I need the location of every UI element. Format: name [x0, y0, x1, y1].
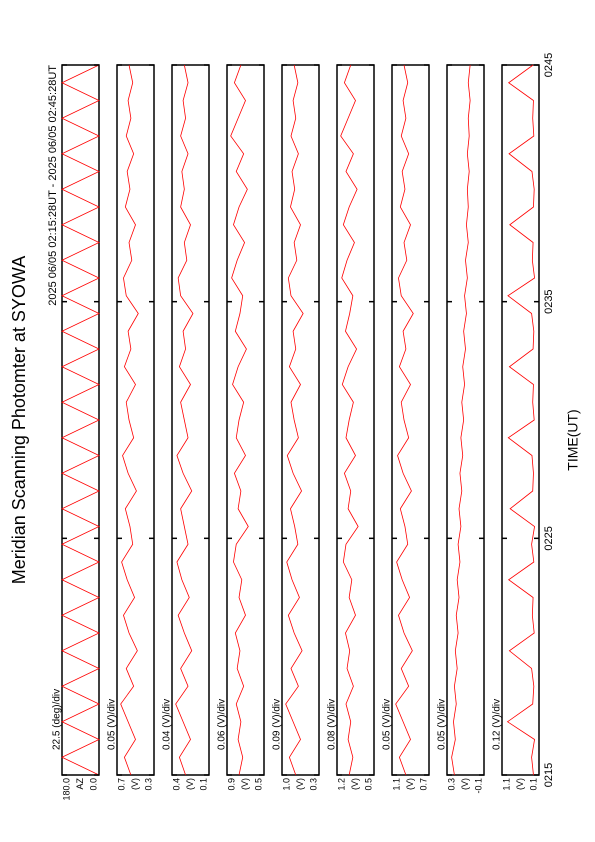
y-tick-label: 0.3 [446, 778, 456, 791]
x-tick-label: 0225 [543, 526, 555, 550]
panel-frame [336, 64, 375, 776]
trace [175, 64, 194, 776]
panel-scale: 0.05 (V)/div [437, 699, 448, 750]
panel-frame [226, 64, 265, 776]
chart-subtitle: 2025 06/05 02:15:28UT - 2025 06/05 02:45… [47, 65, 59, 306]
panel-scale: 0.04 (V)/div [162, 699, 173, 750]
y-tick-label: 0.5 [253, 778, 263, 791]
x-tick-label: 0245 [543, 53, 555, 77]
panel-scale: 0.08 (V)/div [327, 699, 338, 750]
panel-frame [501, 64, 540, 776]
panel-frame [281, 64, 320, 776]
panel-frame [61, 64, 100, 776]
y-tick-label: 0.1 [198, 778, 208, 791]
y-tick-label: 0.3 [143, 778, 153, 791]
panel-unit: (V) [405, 778, 415, 790]
y-tick-label: 1.1 [501, 778, 511, 791]
y-tick-label: 1.0 [281, 778, 291, 791]
rotated-plot: Meridian Scanning Photomter at SYOWA 202… [9, 53, 581, 801]
y-tick-label: 1.2 [336, 778, 346, 791]
y-tick-label: 0.5 [363, 778, 373, 791]
trace [340, 64, 359, 776]
panel-scale: 0.09 (V)/div [272, 699, 283, 750]
y-tick-label: 0.3 [308, 778, 318, 791]
panel-scale: 0.06 (V)/div [217, 699, 228, 750]
x-tick-label: 0235 [543, 289, 555, 313]
y-tick-label: 0.4 [171, 778, 181, 791]
trace [451, 64, 471, 776]
x-axis-label: TIME(UT) [565, 409, 581, 470]
panel-scale: 0.05 (V)/div [382, 699, 393, 750]
panel-unit: (V) [350, 778, 360, 790]
y-tick-label: 0.0 [88, 778, 98, 791]
panel-frame [116, 64, 155, 776]
trace [506, 64, 535, 776]
panel-unit: (V) [240, 778, 250, 790]
y-tick-label: 0.7 [116, 778, 126, 791]
y-tick-label: -0.1 [473, 778, 483, 794]
x-tick-label: 0215 [543, 763, 555, 787]
panel-frame [391, 64, 430, 776]
panel-unit: (V) [295, 778, 305, 790]
y-tick-label: 0.1 [528, 778, 538, 791]
panel-frame [171, 64, 210, 776]
trace [230, 64, 249, 776]
panel-scale: 22.5 (deg)/div [52, 689, 63, 750]
panel-unit: (V) [185, 778, 195, 790]
panel-unit: AZ [75, 778, 85, 790]
chart-title: Meridian Scanning Photomter at SYOWA [9, 256, 29, 584]
trace [285, 64, 304, 776]
trace [61, 64, 100, 776]
panel-scale: 0.05 (V)/div [107, 699, 118, 750]
y-tick-label: 1.1 [391, 778, 401, 791]
panel-unit: (V) [130, 778, 140, 790]
y-tick-label: 180.0 [61, 778, 71, 801]
panel-unit: (V) [515, 778, 525, 790]
trace [395, 64, 414, 776]
y-tick-label: 0.9 [226, 778, 236, 791]
panel-unit: (V) [460, 778, 470, 790]
panel-scale: 0.12 (V)/div [492, 699, 503, 750]
y-tick-label: 0.7 [418, 778, 428, 791]
trace [120, 64, 139, 776]
panel-frame [446, 64, 485, 776]
